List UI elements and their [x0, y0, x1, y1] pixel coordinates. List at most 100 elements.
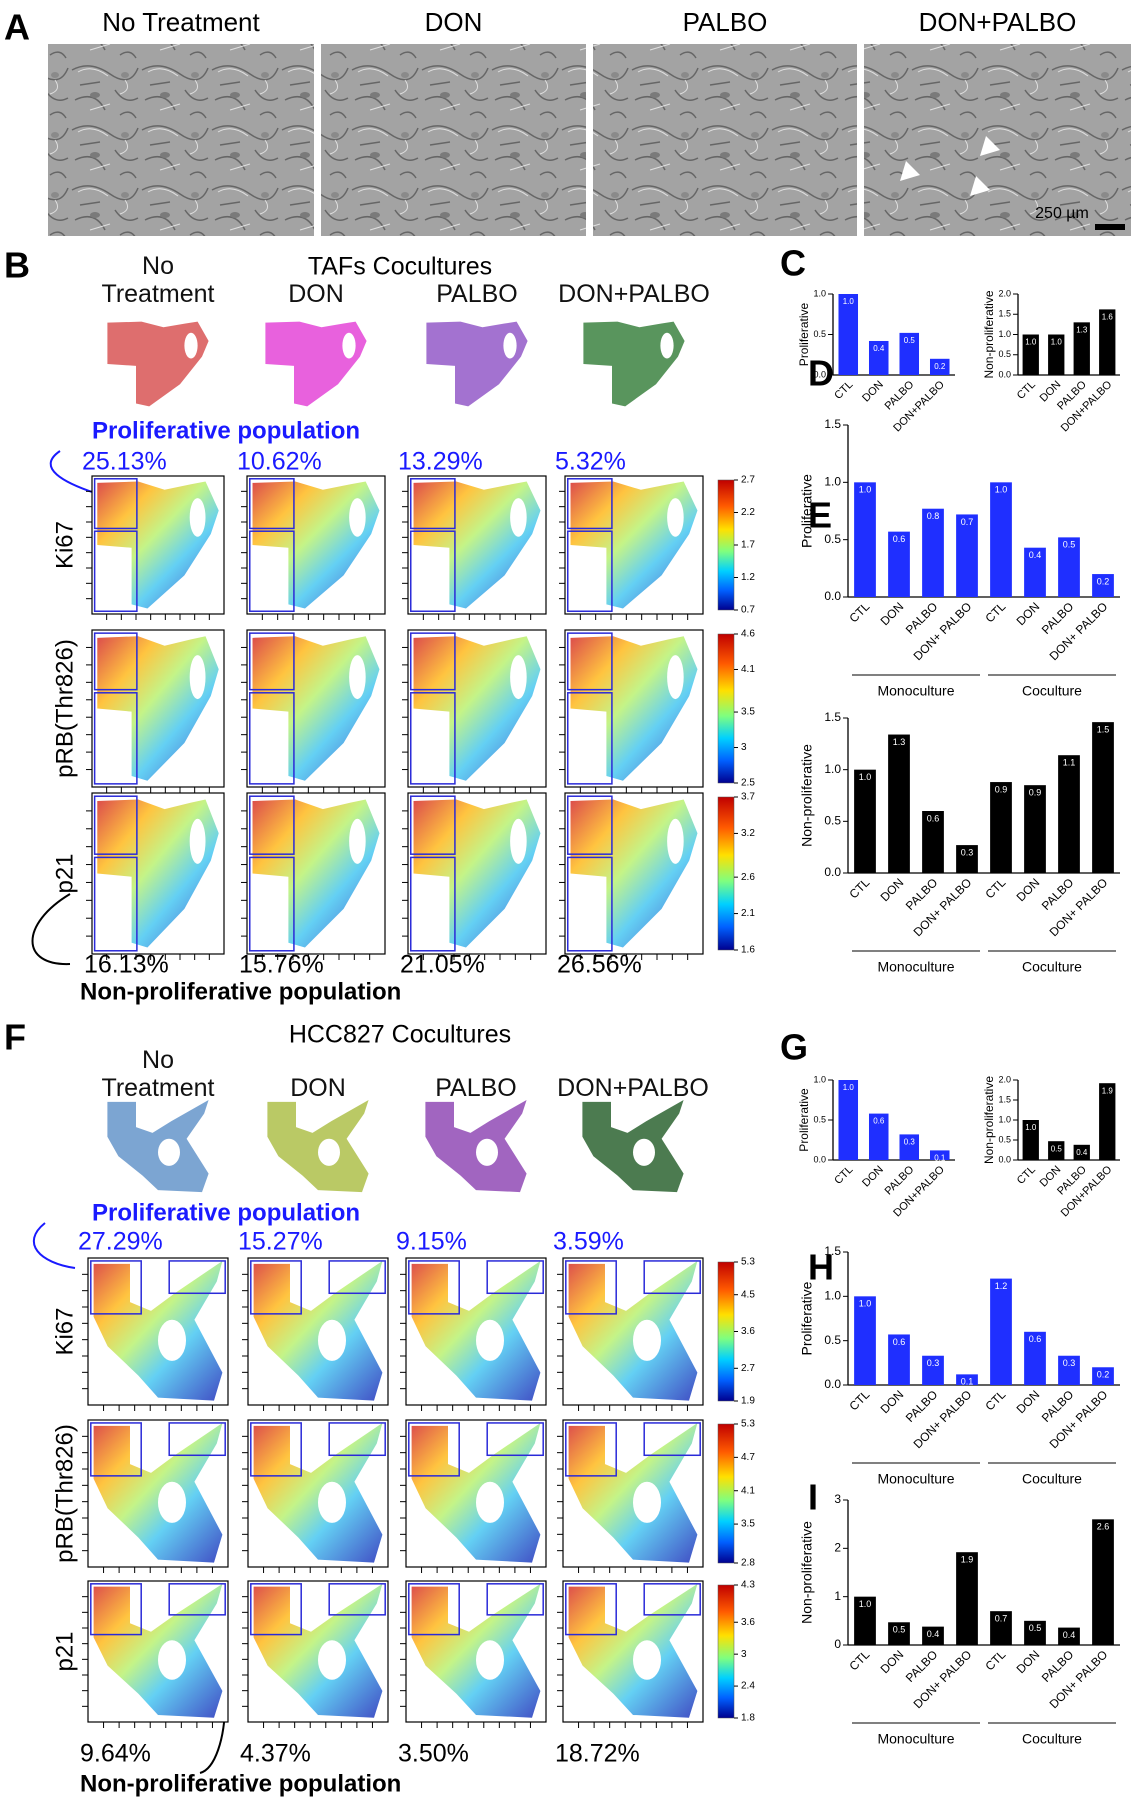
marker-label: Ki67 — [51, 1307, 78, 1355]
y-tick-label: 0.5 — [824, 1333, 841, 1347]
bar — [929, 358, 950, 375]
value-label: 1.3 — [1076, 325, 1088, 334]
gate — [567, 692, 613, 785]
value-label: 0.4 — [927, 1629, 940, 1639]
y-axis-label: Non-proliferative — [982, 1076, 996, 1164]
umap-scatter — [413, 636, 541, 781]
callout-arrow — [49, 450, 96, 494]
umap-shape — [267, 1099, 369, 1193]
bar — [1099, 1083, 1116, 1160]
colorbar-tick-label: 5.3 — [741, 1257, 755, 1268]
bar — [929, 1150, 950, 1160]
y-tick-label: 1.5 — [824, 710, 841, 724]
y-tick-label: 1.5 — [998, 1094, 1011, 1104]
colorbar — [717, 1261, 735, 1402]
condition-header: No Treatment — [101, 1046, 215, 1102]
nonproliferative-pct: 3.50% — [398, 1740, 469, 1768]
value-label: 1.0 — [859, 1599, 872, 1609]
gate — [93, 632, 138, 691]
gate — [567, 530, 613, 612]
micrograph — [48, 44, 314, 236]
y-tick-label: 1.5 — [824, 1244, 841, 1258]
colorbar — [717, 633, 735, 784]
condition-header: DON+PALBO — [557, 1074, 709, 1102]
value-label: 0.5 — [1063, 540, 1076, 550]
scatter-cloud — [413, 481, 541, 609]
gate — [249, 530, 295, 612]
bar — [922, 508, 944, 597]
gate — [168, 1260, 226, 1295]
scatter-hole — [633, 1319, 661, 1361]
umap-thumbnail — [426, 321, 528, 407]
gate — [567, 478, 613, 530]
colorbar-tick-label: 2.7 — [741, 1363, 755, 1374]
y-tick-label: 3 — [834, 1492, 841, 1506]
scatter-hole — [476, 1319, 504, 1361]
scale-bar-label: 250 µm — [1035, 205, 1089, 222]
value-label: 0.4 — [1063, 1630, 1076, 1640]
colorbar-tick-label: 3.6 — [741, 1326, 755, 1337]
bar — [868, 1113, 889, 1160]
x-tick-label: CTL — [832, 379, 855, 402]
bar — [1022, 1120, 1039, 1160]
gate — [250, 1260, 302, 1315]
micrograph — [864, 44, 1131, 236]
condition-label: DON — [425, 7, 483, 37]
nonproliferative-pct: 9.64% — [80, 1740, 151, 1768]
nonproliferative-pct: 18.72% — [555, 1740, 640, 1768]
panel-title: TAFs Cocultures — [308, 253, 492, 281]
y-axis-label: Proliferative — [797, 302, 811, 366]
y-tick-label: 0.0 — [824, 589, 841, 603]
panel-letter: E — [808, 495, 832, 536]
umap-scatter — [411, 1422, 541, 1563]
scatter-hole — [158, 1319, 186, 1361]
colorbar-tick-label: 4.1 — [741, 1485, 755, 1496]
y-tick-label: 0.0 — [813, 1154, 826, 1164]
gate — [90, 1583, 142, 1636]
y-axis-label: Proliferative — [799, 474, 815, 548]
scatter-hole — [158, 1481, 186, 1523]
colorbar-tick-label: 2.7 — [741, 475, 755, 486]
x-tick-label: DON — [878, 875, 907, 904]
scatter-cloud — [570, 481, 698, 609]
value-label: 1.0 — [1025, 338, 1037, 347]
scatter-hole — [349, 818, 366, 864]
micrograph — [321, 44, 586, 236]
value-label: 0.2 — [1097, 576, 1110, 586]
colorbar-tick-label: 2.4 — [741, 1681, 755, 1692]
gate — [565, 1422, 617, 1477]
proliferative-pct: 25.13% — [82, 448, 167, 476]
proliferative-pct: 10.62% — [237, 448, 322, 476]
gate — [249, 692, 295, 785]
umap-scatter — [97, 636, 219, 781]
bar — [854, 1296, 876, 1385]
umap-hole — [633, 1138, 655, 1166]
panel-letter: G — [780, 1027, 808, 1068]
gate — [328, 1583, 386, 1616]
y-axis-label: Proliferative — [797, 1088, 811, 1152]
value-label: 0.4 — [873, 344, 885, 353]
colorbar-tick-label: 1.2 — [741, 572, 755, 583]
y-tick-label: 0.5 — [824, 814, 841, 828]
gate — [410, 632, 456, 691]
gate — [486, 1260, 544, 1295]
x-tick-label: CTL — [982, 1647, 1008, 1673]
umap-shape — [582, 1099, 684, 1193]
gate — [486, 1422, 544, 1457]
value-label: 0.6 — [927, 813, 940, 823]
colorbar — [717, 1423, 735, 1564]
x-tick-label: CTL — [846, 875, 872, 901]
marker-label: pRB(Thr826) — [51, 1424, 78, 1563]
gate — [486, 1583, 544, 1616]
scatter-hole — [667, 498, 684, 537]
gate — [249, 856, 295, 952]
umap-scatter — [93, 1422, 223, 1563]
scatter-cloud — [570, 799, 698, 948]
colorbar-tick-label: 1.6 — [741, 945, 755, 956]
x-tick-label: DON — [878, 1387, 907, 1416]
bar — [1024, 1620, 1046, 1645]
nonproliferative-pct: 26.56% — [557, 951, 642, 979]
x-tick-label: CTL — [846, 1647, 872, 1673]
value-label: 0.9 — [995, 784, 1008, 794]
colorbar-tick-label: 1.7 — [741, 540, 755, 551]
